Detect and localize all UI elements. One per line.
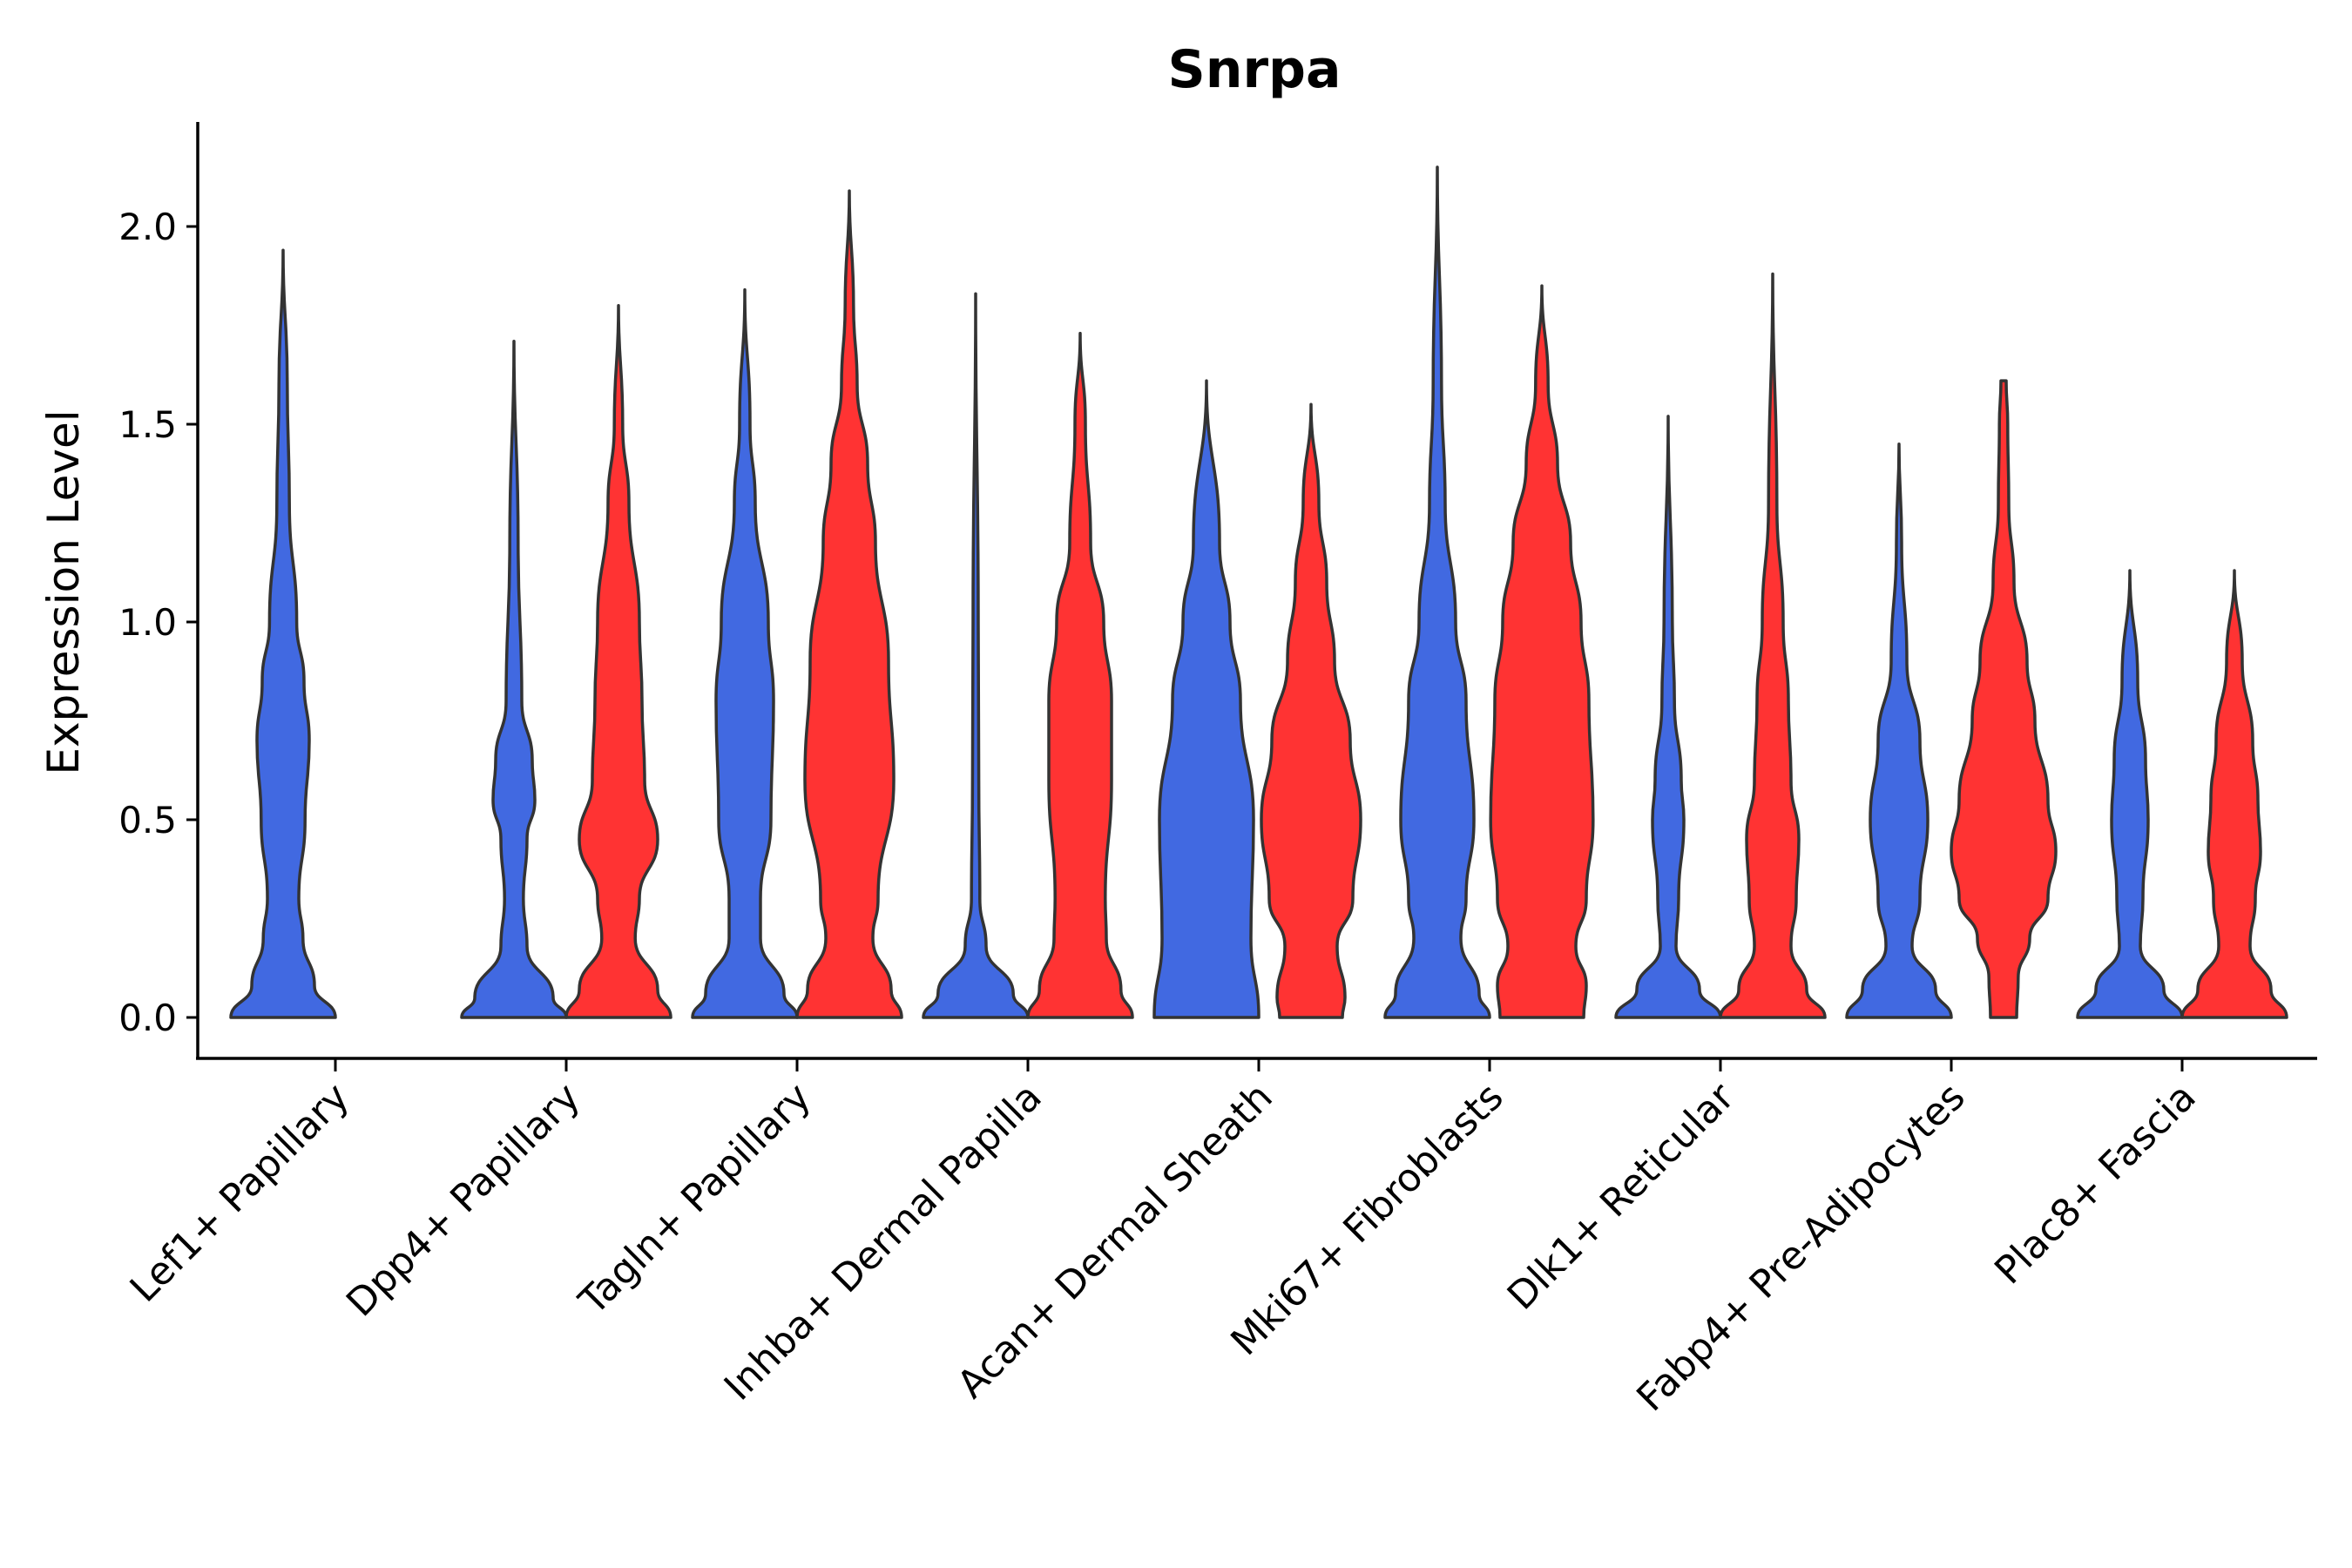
violin-red-4: [1260, 402, 1362, 1019]
violin-red-3: [1026, 331, 1134, 1019]
violin-red-7: [1950, 379, 2058, 1019]
violin-blue-3: [922, 292, 1030, 1019]
violin-blue-2: [691, 287, 799, 1019]
y-tick-label: 2.0: [118, 206, 177, 248]
violin-blue-6: [1614, 415, 1722, 1019]
y-tick-label: 0.5: [118, 799, 177, 841]
violin-blue-8: [2076, 569, 2184, 1019]
x-tick-label: Lef1+ Papillary: [122, 1075, 358, 1311]
violin-blue-1: [460, 339, 568, 1019]
violin-red-5: [1489, 284, 1595, 1019]
violin-blue-4: [1152, 379, 1260, 1019]
y-axis-ticks: 0.0 0.5 1.0 1.5 2.0: [118, 206, 198, 1039]
x-tick-label: Plac8+ Fascia: [1986, 1075, 2205, 1294]
y-tick-label: 0.0: [118, 997, 177, 1039]
chart-title: Snrpa: [1168, 39, 1342, 100]
violin-red-1: [564, 304, 672, 1019]
violins-layer: [229, 166, 2288, 1019]
x-tick-label: Dlk1+ Reticular: [1499, 1074, 1744, 1319]
violin-blue-0: [229, 248, 337, 1019]
violin-blue-7: [1845, 442, 1953, 1019]
violin-red-8: [2180, 569, 2288, 1019]
y-tick-label: 1.0: [118, 601, 177, 644]
y-tick-label: 1.5: [118, 403, 177, 446]
violin-red-6: [1719, 272, 1827, 1019]
violin-red-2: [795, 189, 903, 1019]
y-axis-title: Expression Level: [38, 409, 89, 774]
violin-blue-5: [1383, 166, 1491, 1019]
x-tick-label: Tagln+ Papillary: [571, 1075, 820, 1324]
x-tick-label: Dpp4+ Papillary: [338, 1075, 589, 1326]
